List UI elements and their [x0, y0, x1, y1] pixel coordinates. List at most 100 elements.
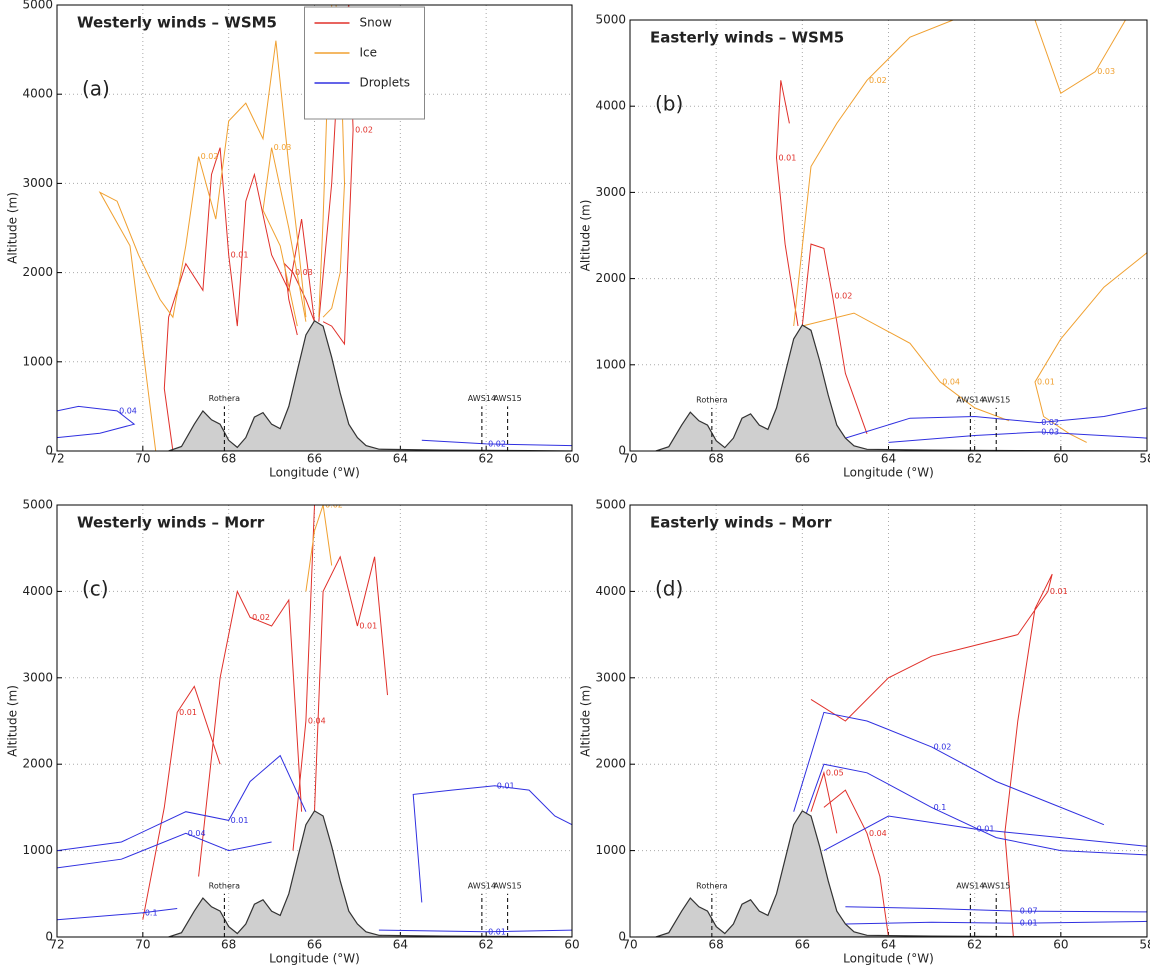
legend-label: Ice: [360, 46, 378, 60]
station-label: Rothera: [696, 881, 728, 890]
y-tick-label: 1000: [22, 843, 53, 857]
contour-label: 0.04: [119, 406, 137, 415]
contour-line: [845, 906, 1147, 913]
contour-label: 0.01: [1020, 919, 1038, 928]
contour-label: 0.01: [231, 816, 249, 825]
y-tick-label: 5000: [595, 13, 626, 27]
panel: 010002000300040005000706866646260580.010…: [579, 498, 1150, 966]
contour-line: [823, 789, 889, 937]
y-tick-label: 3000: [595, 185, 626, 199]
contour-line: [775, 80, 799, 327]
x-axis-label: Longitude (°W): [269, 952, 360, 966]
y-tick-label: 4000: [22, 584, 53, 598]
contour-line: [57, 832, 272, 869]
contour-label: 0.02: [252, 613, 270, 622]
contour-line: [823, 815, 1147, 852]
contour-label: 0.04: [188, 829, 206, 838]
contour-label: 0.01: [1050, 587, 1068, 596]
x-tick-label: 70: [135, 938, 150, 952]
contour-line: [198, 589, 303, 877]
x-tick-label: 70: [622, 938, 637, 952]
y-tick-label: 4000: [22, 87, 53, 101]
y-tick-label: 2000: [22, 757, 53, 771]
x-tick-label: 58: [1139, 452, 1150, 466]
y-tick-label: 2000: [595, 271, 626, 285]
station-label: AWS15: [982, 395, 1010, 404]
x-axis-label: Longitude (°W): [269, 466, 360, 480]
contour-line: [292, 505, 315, 851]
y-tick-label: 2000: [595, 757, 626, 771]
plot-frame: [629, 504, 1148, 938]
panel-label: (d): [655, 577, 683, 601]
contour-line: [98, 40, 307, 451]
contour-line: [57, 754, 307, 852]
x-tick-label: 72: [49, 452, 64, 466]
contour-label: 0.01: [977, 825, 995, 834]
chart-title: Easterly winds – Morr: [650, 514, 832, 532]
contour-line: [314, 555, 388, 812]
terrain: [168, 810, 572, 937]
contour-label: 0.04: [869, 829, 887, 838]
contour-line: [163, 147, 315, 451]
x-tick-label: 66: [795, 938, 810, 952]
contour-line: [305, 505, 333, 592]
contour-label: 0.03: [1097, 67, 1115, 76]
y-tick-label: 4000: [595, 99, 626, 113]
y-tick-label: 5000: [22, 0, 53, 12]
contour-label: 0.1: [145, 908, 158, 917]
plot-area: 0.010.020.020.04 0.010.030.020.03: [655, 20, 1147, 451]
contour-label: 0.07: [1020, 907, 1038, 916]
y-tick-label: 1000: [22, 354, 53, 368]
y-tick-label: 5000: [22, 498, 53, 512]
station-label: AWS15: [494, 881, 522, 890]
plot-frame: [56, 504, 573, 938]
contour-label: 0.03: [1041, 428, 1059, 437]
x-tick-label: 64: [881, 452, 896, 466]
contour-line: [888, 431, 1147, 443]
contour-label: 0.01: [488, 927, 506, 936]
x-tick-label: 62: [479, 452, 494, 466]
x-axis-label: Longitude (°W): [843, 952, 934, 966]
plot-area: 0.01 0.04 0.05 0.02 0.1 0.01 0.07 0.01: [655, 573, 1147, 937]
y-tick-label: 3000: [22, 176, 53, 190]
station-label: AWS15: [494, 394, 522, 403]
contour-label: 0.02: [934, 742, 952, 751]
panel-label: (c): [82, 577, 109, 601]
y-tick-label: 5000: [595, 498, 626, 512]
plot-frame: [629, 19, 1148, 452]
contour-label: 0.02: [1041, 418, 1059, 427]
contour-label: 0.02: [834, 291, 852, 300]
x-tick-label: 68: [709, 938, 724, 952]
x-tick-label: 62: [479, 938, 494, 952]
x-tick-label: 60: [1053, 452, 1068, 466]
contour-label: 0.02: [869, 76, 887, 85]
contour-line: [802, 312, 1010, 422]
y-axis-label: Altitude (m): [6, 192, 20, 264]
contour-label: 0.02: [488, 439, 506, 448]
legend-label: Snow: [360, 16, 393, 30]
contour-label: 0.01: [778, 153, 796, 162]
terrain: [655, 324, 1147, 451]
contour-line: [793, 711, 1105, 826]
contour-line: [810, 573, 1053, 937]
x-tick-label: 60: [1053, 938, 1068, 952]
station-label: AWS14: [468, 394, 496, 403]
x-tick-label: 66: [307, 452, 322, 466]
x-tick-label: 64: [881, 938, 896, 952]
y-tick-label: 0: [45, 444, 53, 458]
contour-label: 0.02: [355, 125, 373, 134]
y-tick-label: 0: [618, 444, 626, 458]
contour-label: 0.03: [295, 268, 313, 277]
contour-label: 0.02: [201, 152, 219, 161]
contour-label: 0.05: [826, 768, 844, 777]
contour-line: [793, 20, 954, 327]
contour-line: [1034, 252, 1147, 443]
x-tick-label: 60: [564, 938, 579, 952]
station-label: Rothera: [209, 394, 241, 403]
y-tick-label: 1000: [595, 357, 626, 371]
y-tick-label: 1000: [595, 843, 626, 857]
x-axis-label: Longitude (°W): [843, 466, 934, 480]
